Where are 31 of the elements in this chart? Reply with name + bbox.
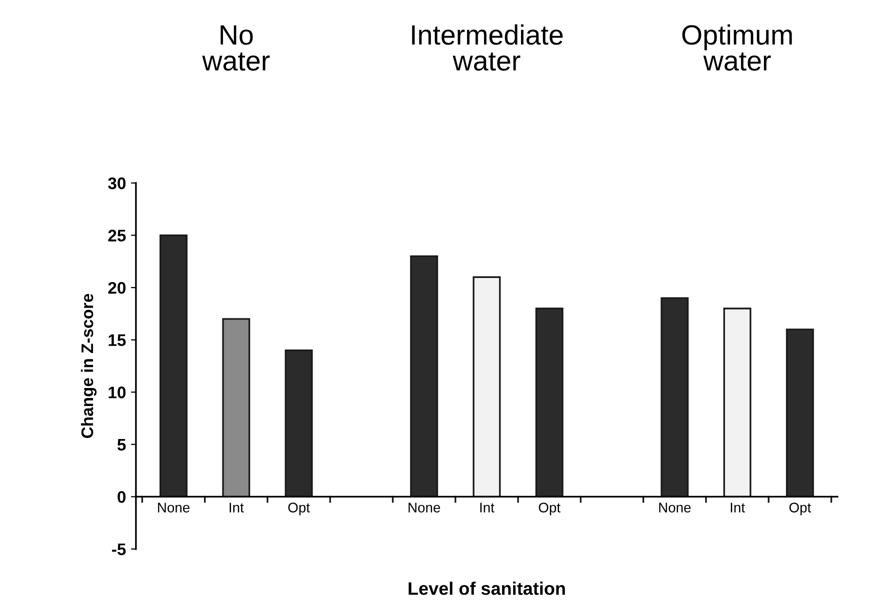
bar: [222, 318, 250, 498]
x-tick-label: Opt: [288, 502, 310, 516]
x-tick-label: Int: [230, 502, 244, 512]
text: No water: [202, 25, 270, 71]
y-tick-label: 5: [117, 439, 126, 451]
text: Optimum water: [682, 24, 792, 71]
x-axis-title: Level of sanitation: [408, 582, 565, 595]
y-tick-label: 25: [108, 230, 126, 242]
y-tick-label: 0: [118, 491, 126, 503]
x-tick-label: Opt: [538, 502, 560, 516]
bar: [535, 308, 564, 498]
bar: [410, 255, 438, 498]
y-tick-label: 20: [108, 282, 126, 294]
y-tick-label: 15: [108, 334, 126, 346]
text: Intermediate water: [412, 24, 563, 71]
x-tick-label: Int: [480, 502, 494, 512]
bar: [660, 297, 689, 498]
bar: [284, 349, 313, 498]
x-tick-label: None: [659, 502, 691, 512]
x-tick-label: None: [158, 502, 190, 512]
bar: [472, 276, 501, 498]
y-tick-label: 10: [108, 386, 126, 398]
x-tick-label: None: [408, 502, 440, 512]
bar: [786, 328, 814, 498]
bar: [723, 308, 752, 498]
y-axis-title: Change in Z-score: [80, 294, 97, 438]
y-tick-label: -5: [112, 544, 126, 556]
y-tick-label: 30: [108, 177, 126, 190]
x-tick-label: Opt: [789, 502, 812, 516]
bar: [160, 234, 188, 498]
x-tick-label: Int: [730, 502, 745, 512]
